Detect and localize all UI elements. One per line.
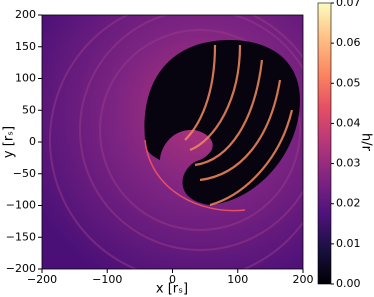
colorbar-tick-label: 0.05 — [336, 76, 361, 89]
colorbar-tick-label: 0.02 — [336, 197, 361, 210]
colorbar-tick-label: 0.00 — [336, 277, 361, 290]
x-tick-label: −100 — [92, 273, 122, 286]
x-axis-label: x [rₛ] — [156, 282, 188, 297]
y-tick-label: −100 — [6, 199, 36, 212]
y-tick-label: 200 — [15, 8, 36, 21]
colorbar-tick-label: 0.03 — [336, 157, 361, 170]
heatmap-image — [42, 15, 303, 269]
x-tick-label: −200 — [27, 273, 57, 286]
y-tick-label: 100 — [15, 72, 36, 85]
x-tick-label: 100 — [227, 273, 248, 286]
y-tick-label: −200 — [6, 262, 36, 275]
y-tick-label: 50 — [22, 103, 36, 116]
y-tick-label: 0 — [29, 135, 36, 148]
y-tick-label: 150 — [15, 40, 36, 53]
y-tick-label: −150 — [6, 230, 36, 243]
colorbar-label: h/r — [359, 133, 374, 152]
colorbar — [317, 2, 332, 285]
y-axis-label: y [rₛ] — [2, 126, 17, 158]
y-tick-label: −50 — [13, 167, 36, 180]
x-tick-label: 200 — [293, 273, 314, 286]
x-tick-label: 0 — [169, 273, 176, 286]
colorbar-tick-label: 0.06 — [336, 36, 361, 49]
colorbar-tick-label: 0.07 — [336, 0, 361, 9]
colorbar-tick-label: 0.01 — [336, 237, 361, 250]
colorbar-tick-label: 0.04 — [336, 116, 361, 129]
